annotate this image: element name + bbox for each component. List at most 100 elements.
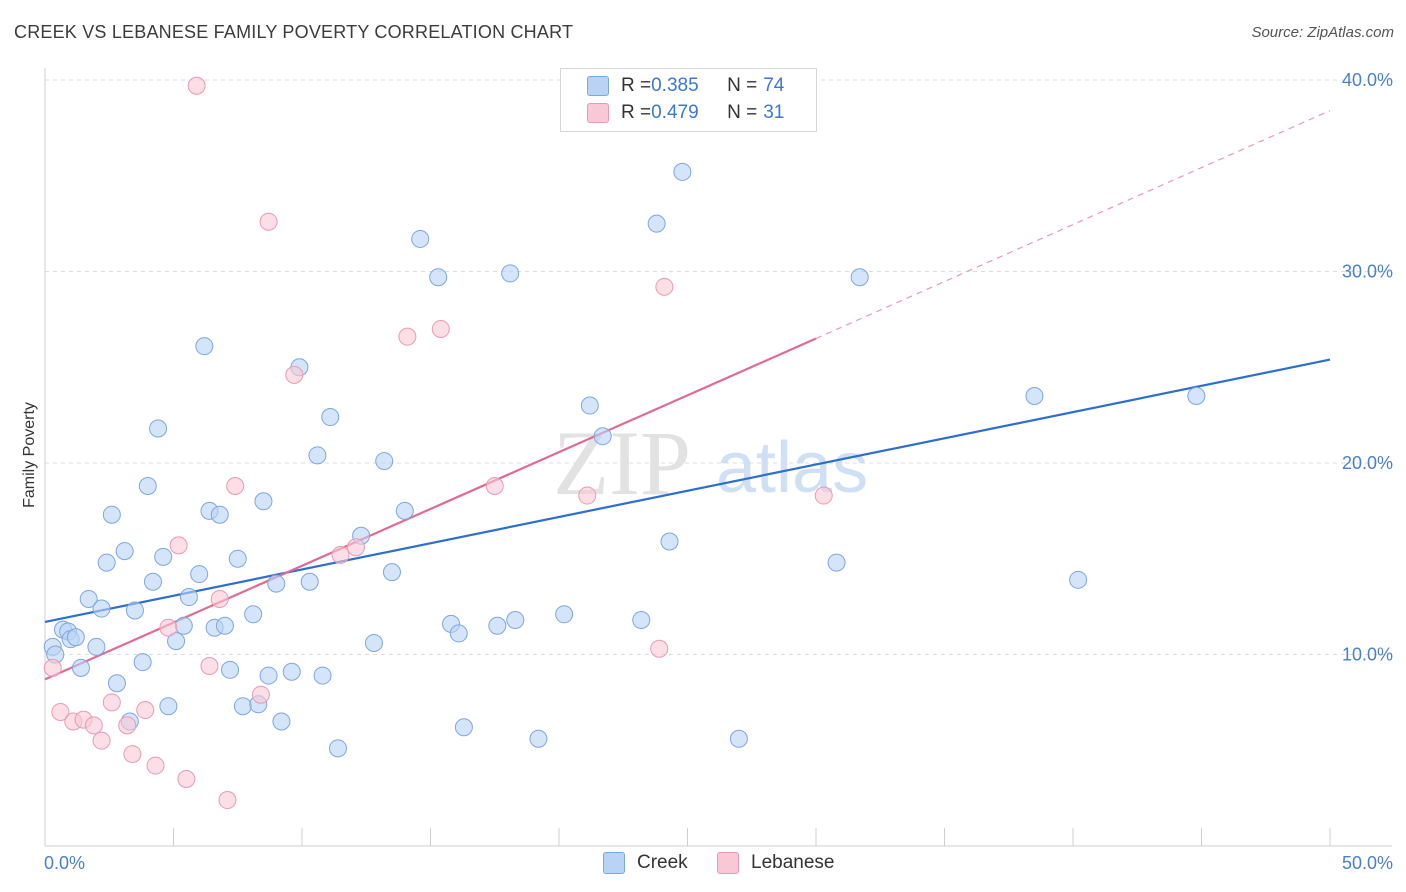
creek-point: [647, 214, 666, 233]
creek-point: [272, 712, 291, 731]
creek-legend-swatch: [603, 852, 625, 874]
creek-point: [154, 547, 173, 566]
creek-point: [97, 553, 116, 572]
lebanese-point: [136, 701, 155, 720]
creek-point: [167, 632, 186, 651]
lebanese-r-value: 0.479: [651, 102, 699, 123]
lebanese-point: [251, 685, 270, 704]
creek-point: [71, 658, 90, 677]
legend-row-lebanese: R = 0.479 N = 31: [587, 100, 784, 126]
creek-point: [190, 565, 209, 584]
lebanese-trend-extension: [815, 110, 1331, 340]
stats-legend: R = 0.385 N = 74 R = 0.479 N = 31: [560, 68, 817, 132]
creek-point: [221, 660, 240, 679]
lebanese-point: [102, 693, 121, 712]
creek-n-value: 74: [763, 75, 785, 96]
creek-point: [107, 674, 126, 693]
lebanese-n-value: 31: [763, 102, 785, 123]
lebanese-point: [814, 486, 833, 505]
lebanese-point: [43, 658, 62, 677]
data-points: [43, 76, 1206, 810]
y-tick-label: 10.0%: [1342, 645, 1393, 665]
creek-point: [210, 505, 229, 524]
source-label: Source: ZipAtlas.com: [1251, 24, 1394, 41]
creek-point: [632, 611, 651, 630]
creek-point: [1025, 386, 1044, 405]
lebanese-point: [218, 791, 237, 810]
lebanese-point: [210, 589, 229, 608]
axes: [44, 68, 1392, 847]
creek-swatch: [587, 76, 609, 96]
trend-lines: [44, 110, 1331, 681]
creek-point: [143, 572, 162, 591]
creek-point: [159, 697, 178, 716]
lebanese-r-label: R =: [621, 102, 652, 123]
creek-point: [328, 739, 347, 758]
lebanese-point: [650, 639, 669, 658]
creek-point: [850, 268, 869, 287]
creek-point: [529, 729, 548, 748]
x-tick-label: 50.0%: [1342, 853, 1393, 873]
creek-point: [660, 532, 679, 551]
creek-point: [79, 589, 98, 608]
watermark: ZIP atlas: [553, 412, 868, 514]
creek-point: [282, 662, 301, 681]
creek-point: [66, 628, 85, 647]
legend-item-lebanese: Lebanese: [717, 852, 834, 874]
creek-point: [673, 162, 692, 181]
creek-point: [233, 697, 252, 716]
y-tick-label: 30.0%: [1342, 262, 1393, 282]
creek-point: [411, 229, 430, 248]
legend-row-creek: R = 0.385 N = 74: [587, 73, 784, 99]
lebanese-swatch: [587, 103, 609, 123]
creek-point: [501, 264, 520, 283]
creek-point: [195, 337, 214, 356]
creek-point: [1069, 570, 1088, 589]
lebanese-legend-swatch: [717, 852, 739, 874]
lebanese-n-label: N =: [727, 102, 758, 123]
creek-point: [375, 452, 394, 471]
creek-point: [308, 446, 327, 465]
creek-point: [179, 588, 198, 607]
x-tick-label: 0.0%: [44, 853, 85, 873]
creek-point: [454, 718, 473, 737]
lebanese-point: [200, 656, 219, 675]
creek-point: [729, 729, 748, 748]
lebanese-point: [159, 618, 178, 637]
lebanese-point: [578, 486, 597, 505]
creek-point: [506, 611, 525, 630]
creek-point: [449, 624, 468, 643]
creek-point: [87, 637, 106, 656]
lebanese-point: [398, 327, 417, 346]
creek-point: [149, 419, 168, 438]
creek-trend-line: [44, 358, 1331, 624]
creek-point: [254, 492, 273, 511]
lebanese-point: [84, 716, 103, 735]
creek-point: [555, 605, 574, 624]
creek-point: [429, 268, 448, 287]
creek-point: [125, 601, 144, 620]
lebanese-point: [485, 476, 504, 495]
creek-point: [115, 542, 134, 561]
tick-labels: 10.0% 20.0% 30.0% 40.0% 0.0% 50.0%: [44, 70, 1393, 873]
lebanese-point: [146, 756, 165, 775]
creek-point: [133, 653, 152, 672]
creek-point: [364, 634, 383, 653]
y-tick-label: 20.0%: [1342, 453, 1393, 473]
lebanese-point: [123, 745, 142, 764]
watermark-atlas: atlas: [716, 428, 868, 508]
creek-point: [228, 549, 247, 568]
creek-n-label: N =: [727, 75, 758, 96]
lebanese-point: [655, 277, 674, 296]
lebanese-point: [226, 476, 245, 495]
creek-point: [580, 396, 599, 415]
y-tick-label: 40.0%: [1342, 70, 1393, 90]
creek-point: [259, 666, 278, 685]
creek-point: [215, 616, 234, 635]
creek-point: [488, 616, 507, 635]
chart-title: CREEK VS LEBANESE FAMILY POVERTY CORRELA…: [14, 22, 574, 42]
lebanese-point: [92, 731, 111, 750]
creek-point: [244, 605, 263, 624]
creek-point: [827, 553, 846, 572]
